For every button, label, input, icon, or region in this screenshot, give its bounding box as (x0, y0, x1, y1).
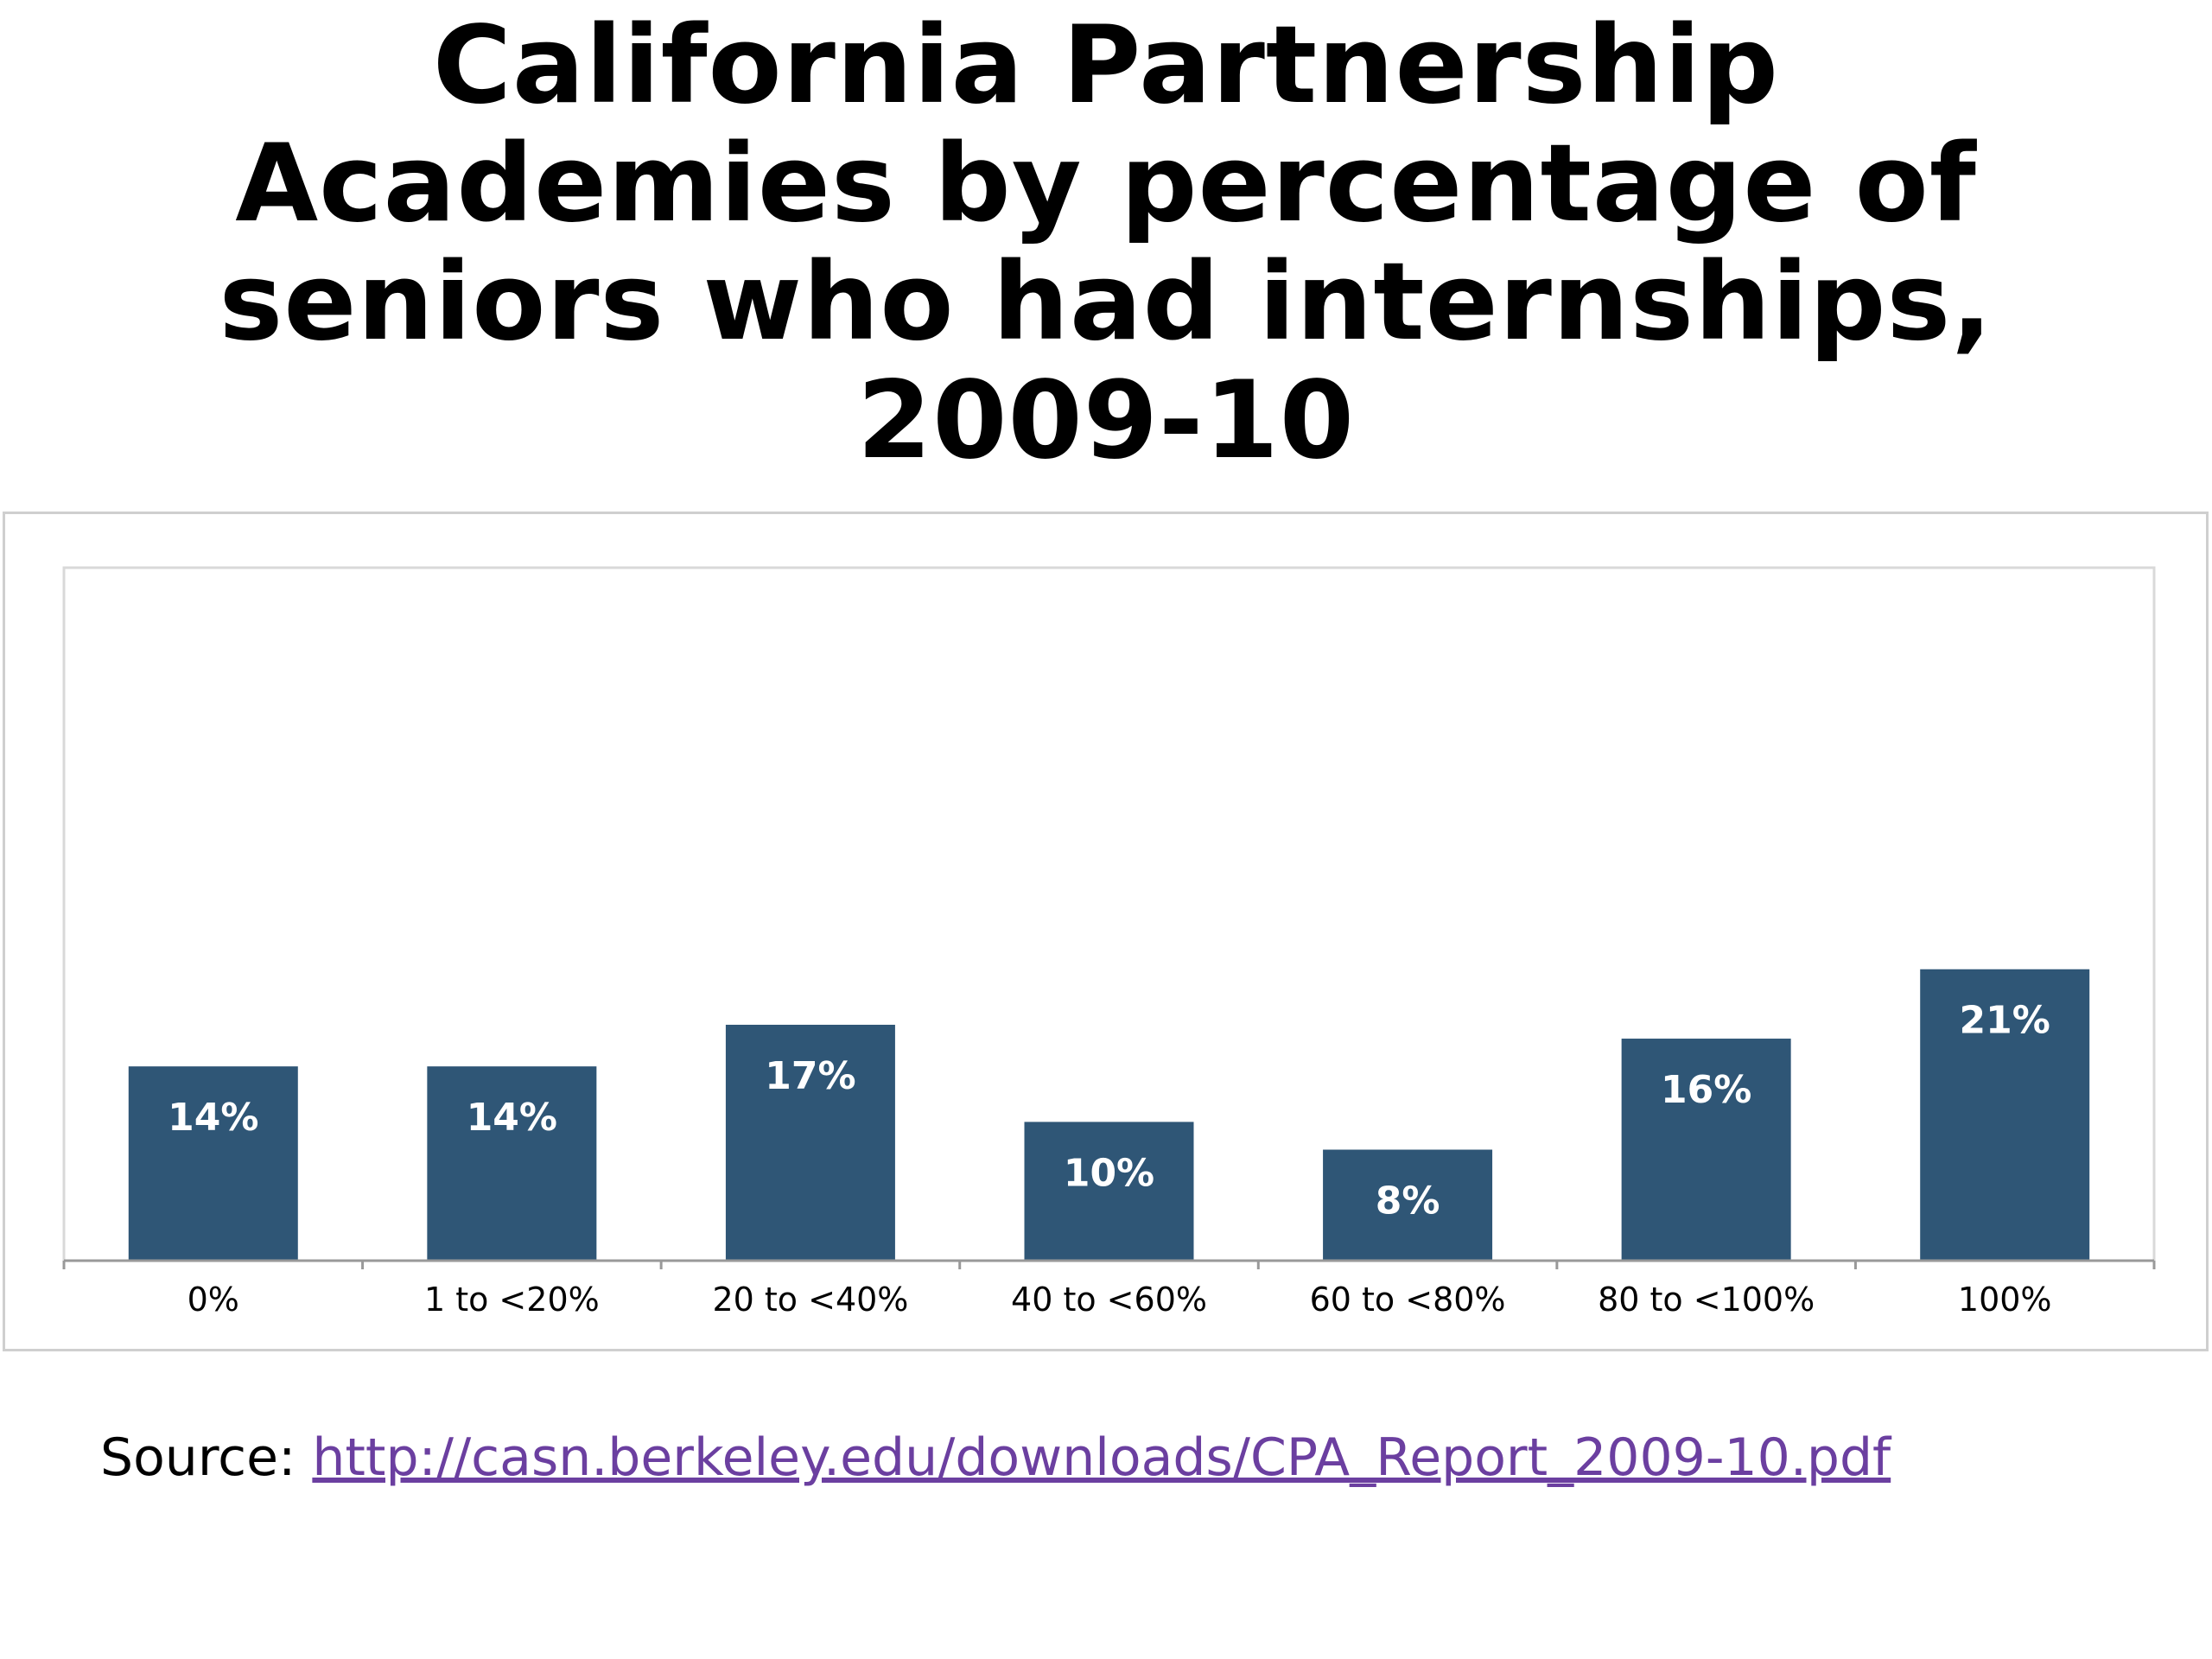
bar-5 (1621, 1039, 1791, 1261)
bar-1 (427, 1066, 597, 1261)
bars-group: 14% 14% 17% 10% 8% 16% 21% (128, 969, 2090, 1261)
bar-4 (1323, 1149, 1493, 1261)
title-line-1: California Partnership (432, 3, 1780, 128)
bar-0 (128, 1066, 298, 1261)
x-tick-label-2: 20 to <40% (712, 1281, 908, 1319)
x-tick-label-5: 80 to <100% (1598, 1281, 1815, 1319)
bar-3 (1024, 1122, 1194, 1261)
bar-chart: 14% 14% 17% 10% 8% 16% 21% 0% 1 to <20% 20 to <4… (62, 566, 2156, 1319)
page-title: California Partnership Academies by perc… (0, 0, 2212, 480)
x-tick-label-0: 0% (188, 1281, 239, 1319)
title-line-4: 2009-10 (856, 359, 1356, 483)
title-line-3: seniors who had internships, (219, 240, 1993, 365)
source-link[interactable]: http://casn.berkeley.edu/downloads/CPA_R… (312, 1427, 1891, 1488)
source-label: Source: (100, 1427, 313, 1488)
bar-6 (1920, 969, 2090, 1261)
source-line: Source: http://casn.berkeley.edu/downloa… (100, 1427, 1891, 1488)
x-ticks (62, 1261, 2156, 1269)
bar-value-label-0: 14% (168, 1096, 258, 1140)
x-tick-label-4: 60 to <80% (1310, 1281, 1506, 1319)
x-tick-label-6: 100% (1958, 1281, 2052, 1319)
bar-value-label-6: 21% (1960, 999, 2050, 1043)
bar-value-label-2: 17% (765, 1054, 855, 1098)
x-tick-labels: 0% 1 to <20% 20 to <40% 40 to <60% 60 to <80… (188, 1281, 2052, 1319)
bar-value-label-3: 10% (1064, 1151, 1154, 1195)
x-tick-label-1: 1 to <20% (424, 1281, 600, 1319)
bar-value-label-4: 8% (1376, 1179, 1440, 1224)
bar-value-label-1: 14% (467, 1096, 557, 1140)
title-line-2: Academies by percentage of (235, 122, 1977, 246)
bar-value-label-5: 16% (1661, 1068, 1751, 1112)
chart-frame: 14% 14% 17% 10% 8% 16% 21% 0% 1 to <20% 20 to <4… (3, 512, 2209, 1351)
bar-2 (725, 1024, 895, 1261)
x-tick-label-3: 40 to <60% (1011, 1281, 1207, 1319)
